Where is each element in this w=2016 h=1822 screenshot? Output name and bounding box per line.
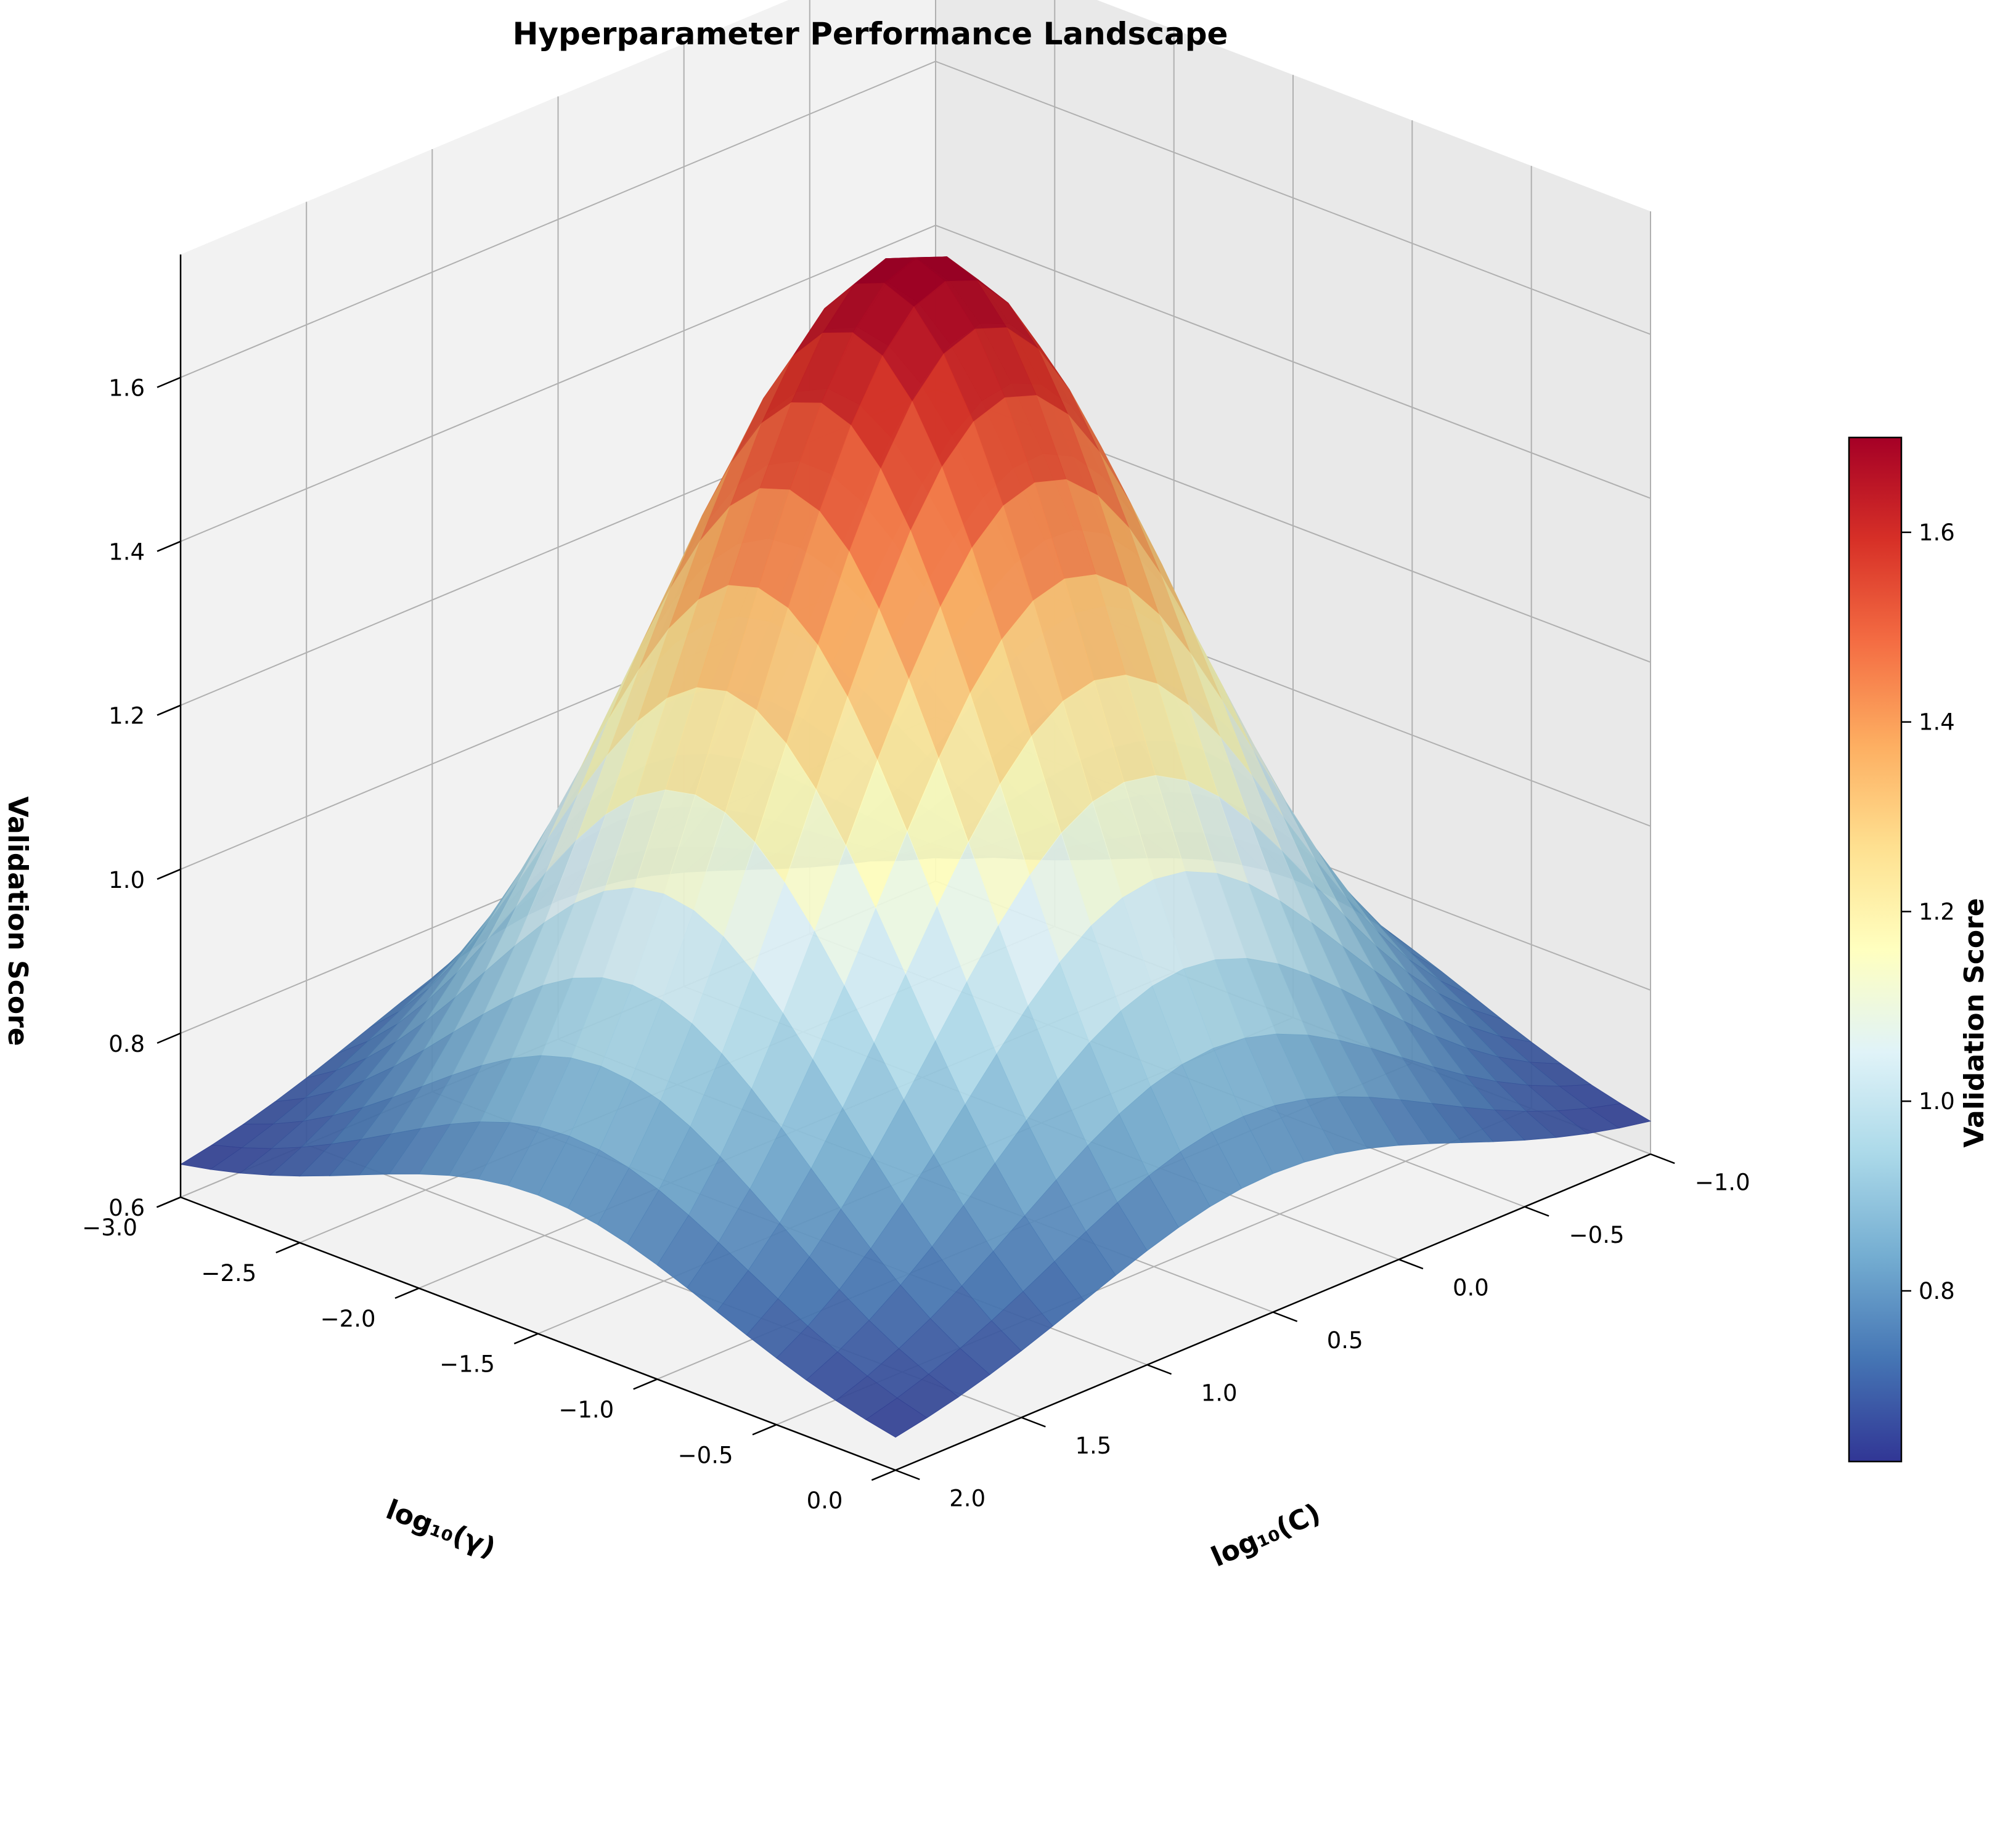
colorbar-tick-label: 1.4	[1919, 709, 1955, 736]
y-tick-label: −2.0	[320, 1306, 376, 1332]
x-tick-label: 1.0	[1201, 1380, 1238, 1407]
z-tick-label: 1.2	[108, 703, 145, 730]
y-tick-mark	[633, 1378, 658, 1390]
gridline-z-left	[180, 224, 936, 542]
y-tick-label: −1.0	[558, 1397, 614, 1423]
axes: −1.0 −0.5 0.0 0.5 1.0 1.5 2.0 −3.0 −2.5 −2.0 −1.5 −…	[82, 254, 1750, 1514]
x-tick-mark	[1650, 1153, 1675, 1165]
z-tick-label: 0.6	[108, 1195, 145, 1221]
x-tick-mark	[1524, 1206, 1549, 1217]
y-tick-mark	[275, 1242, 300, 1254]
y-tick-label: −2.5	[201, 1260, 256, 1287]
colorbar-label: Validation Score	[1959, 898, 1990, 1147]
x-tick-label: −0.5	[1569, 1222, 1625, 1248]
colorbar-gradient	[1848, 436, 1903, 1463]
z-tick-mark	[157, 1196, 181, 1208]
z-tick-label: 1.4	[108, 539, 145, 566]
x-tick-label: 0.0	[1453, 1275, 1489, 1301]
y-tick-label: −1.5	[439, 1351, 495, 1378]
surface-patch	[865, 1397, 928, 1438]
x-tick-label: 0.5	[1327, 1327, 1363, 1354]
y-tick-label: 0.0	[807, 1487, 843, 1514]
z-tick-label: 1.6	[108, 375, 145, 402]
colorbar: 0.8 1.0 1.2 1.4 1.6	[1848, 436, 1955, 1463]
z-tick-mark	[157, 376, 181, 388]
y-tick-label: −0.5	[678, 1442, 733, 1468]
x-tick-mark	[1146, 1364, 1172, 1375]
colorbar-tick-label: 0.8	[1919, 1278, 1955, 1304]
z-axis-label: Validation Score	[2, 796, 33, 1046]
x-tick-mark	[1021, 1417, 1046, 1428]
z-tick-label: 0.8	[108, 1031, 145, 1057]
z-tick-mark	[157, 868, 181, 880]
x-tick-label: 1.5	[1075, 1433, 1111, 1459]
colorbar-tick-label: 1.6	[1919, 519, 1955, 546]
gridline-z-right	[935, 60, 1651, 335]
y-tick-mark	[394, 1287, 420, 1299]
y-axis-label: log₁₀(γ)	[382, 1494, 499, 1564]
x-tick-mark	[895, 1469, 920, 1481]
z-tick-mark	[157, 704, 181, 716]
z-tick-mark	[157, 540, 181, 552]
x-tick-mark	[1398, 1258, 1424, 1270]
y-tick-label: −3.0	[82, 1214, 137, 1241]
y-tick-mark	[871, 1469, 896, 1481]
colorbar-tick-label: 1.2	[1919, 898, 1955, 925]
x-tick-label: 2.0	[949, 1486, 986, 1512]
y-tick-mark	[513, 1333, 539, 1344]
surface-plot	[179, 256, 1652, 1438]
chart-title: Hyperparameter Performance Landscape	[513, 16, 1228, 52]
x-axis-label: log₁₀(C)	[1207, 1497, 1325, 1573]
x-tick-mark	[1273, 1311, 1298, 1322]
y-tick-mark	[752, 1424, 777, 1436]
z-tick-label: 1.0	[108, 867, 145, 893]
colorbar-tick-label: 1.0	[1919, 1088, 1955, 1115]
x-tick-label: −1.0	[1695, 1169, 1750, 1196]
gridline-z-right	[935, 224, 1651, 499]
gridline-z-left	[180, 60, 936, 378]
z-tick-mark	[157, 1032, 181, 1044]
